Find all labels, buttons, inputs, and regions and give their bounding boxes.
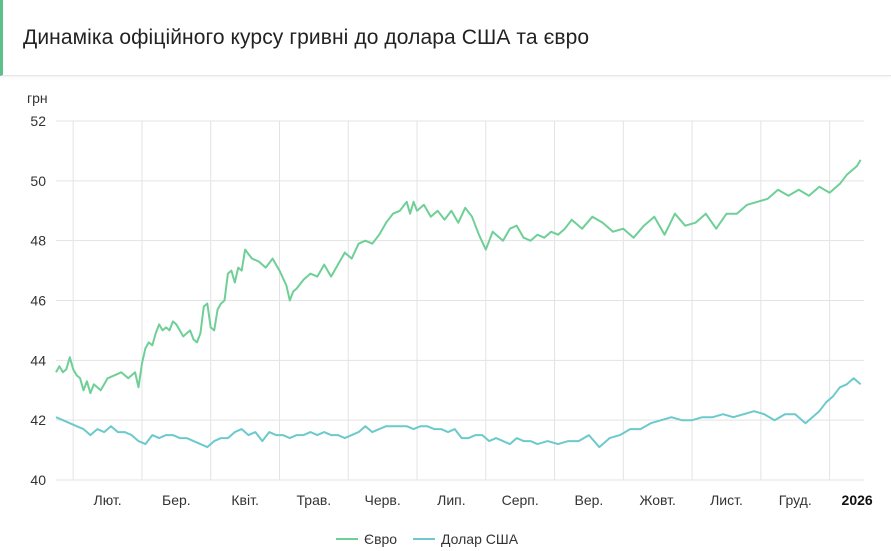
- y-tick-label: 42: [30, 412, 46, 428]
- y-tick-label: 50: [30, 173, 46, 189]
- x-tick-label: Лип.: [437, 492, 465, 508]
- y-tick-label: 40: [30, 472, 46, 488]
- x-tick-label: Лют.: [94, 492, 122, 508]
- rate-chart: 40 42 44 46 48 50 52 грн Лют. Бер. Квіт. Трав. Черв…: [27, 90, 873, 547]
- chart-header: Динаміка офіційного курсу гривні до дола…: [0, 0, 891, 76]
- series-lines: [55, 159, 862, 449]
- y-tick-label: 52: [30, 113, 46, 129]
- y-tick-label: 46: [30, 293, 46, 309]
- chart-title: Динаміка офіційного курсу гривні до дола…: [23, 26, 590, 49]
- x-tick-label: Лист.: [710, 492, 743, 508]
- y-tick-label: 44: [30, 352, 46, 368]
- x-axis: Лют. Бер. Квіт. Трав. Черв. Лип. Серп. Вер. Жовт…: [94, 492, 873, 508]
- x-tick-label: Вер.: [575, 492, 604, 508]
- grid: [56, 120, 864, 481]
- series-line-eur: [55, 159, 862, 395]
- x-tick-label: Бер.: [162, 492, 191, 508]
- legend[interactable]: Євро Долар США: [336, 531, 519, 547]
- series-line-usd: [55, 377, 862, 449]
- legend-item-label[interactable]: Євро: [364, 531, 397, 547]
- x-tick-label: Квіт.: [231, 492, 258, 508]
- x-tick-label: Черв.: [365, 492, 401, 508]
- y-axis-label: грн: [27, 90, 48, 106]
- x-tick-label: Серп.: [502, 492, 539, 508]
- legend-item-label[interactable]: Долар США: [441, 531, 519, 547]
- x-tick-label: Жовт.: [639, 492, 675, 508]
- x-tick-label: Трав.: [297, 492, 332, 508]
- x-tick-label: 2026: [842, 492, 873, 508]
- y-tick-label: 48: [30, 233, 46, 249]
- y-axis: 40 42 44 46 48 50 52 грн: [27, 90, 48, 488]
- x-tick-label: Груд.: [779, 492, 812, 508]
